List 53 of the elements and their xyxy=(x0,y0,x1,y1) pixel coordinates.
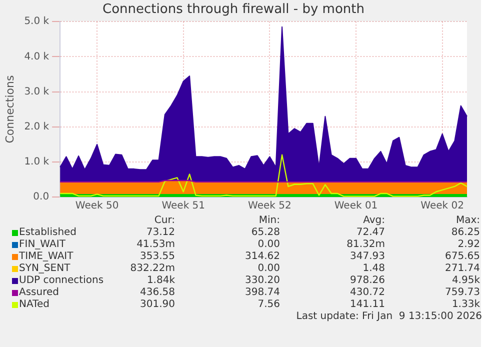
text: 1.84k xyxy=(146,275,175,286)
text: 314.62 xyxy=(245,251,280,262)
legend-label: UDP connections xyxy=(19,275,104,286)
text: 347.93 xyxy=(350,251,385,262)
x-tick-label: Week 01 xyxy=(334,200,378,212)
x-tick-label: Week 02 xyxy=(420,200,464,212)
text: 2.92 xyxy=(458,239,480,250)
text: 301.90 xyxy=(140,299,175,310)
text: Cur: xyxy=(154,215,175,226)
text: 436.58 xyxy=(140,287,175,298)
text: 430.72 xyxy=(350,287,385,298)
x-tick-label: Week 52 xyxy=(248,200,292,212)
x-tick-label: Week 51 xyxy=(162,200,206,212)
text: 271.74 xyxy=(445,263,480,274)
text: 41.53m xyxy=(136,239,175,250)
y-axis-title: Connections xyxy=(3,75,16,144)
text: 0.00 xyxy=(258,263,280,274)
chart-title: Connections through firewall - by month xyxy=(102,2,364,18)
y-tick-label: 4.0 k xyxy=(24,51,50,62)
text: 759.73 xyxy=(445,287,480,298)
text: Avg: xyxy=(363,215,385,226)
y-tick-label: 3.0 k xyxy=(24,86,50,98)
legend-label: Established xyxy=(19,227,77,238)
legend-label: SYN_SENT xyxy=(19,263,70,274)
y-tick-label: 2.0 k xyxy=(24,121,50,132)
y-tick-label: 1.0 k xyxy=(24,156,50,168)
y-tick-label: 0.0 xyxy=(33,192,50,203)
text: 72.47 xyxy=(356,227,385,238)
legend-label: FIN_WAIT xyxy=(19,239,66,250)
text: 832.22m xyxy=(130,263,175,274)
text: 4.95k xyxy=(452,275,480,286)
text: 398.74 xyxy=(245,287,280,298)
legend-label: TIME_WAIT xyxy=(19,251,74,262)
legend-label: NATed xyxy=(19,299,50,310)
text: 73.12 xyxy=(146,227,175,238)
text: 330.20 xyxy=(245,275,280,286)
text: 675.65 xyxy=(445,251,480,262)
legend-label: Assured xyxy=(19,287,59,298)
text: Min: xyxy=(258,215,280,226)
text: 86.25 xyxy=(451,227,480,238)
text: 65.28 xyxy=(251,227,280,238)
text: Last update: Fri Jan 9 13:15:00 2026 xyxy=(296,311,482,322)
text: Max: xyxy=(456,215,480,226)
text: 1.48 xyxy=(362,263,385,274)
text: 7.56 xyxy=(258,299,280,310)
text: 978.26 xyxy=(350,275,385,286)
text: 141.11 xyxy=(350,299,385,310)
text: 81.32m xyxy=(346,239,385,250)
x-tick-label: Week 50 xyxy=(75,200,119,212)
y-tick-label: 5.0 k xyxy=(24,16,50,28)
text: 1.33k xyxy=(452,299,480,310)
text: 0.00 xyxy=(258,239,280,250)
text: 353.55 xyxy=(140,251,175,262)
